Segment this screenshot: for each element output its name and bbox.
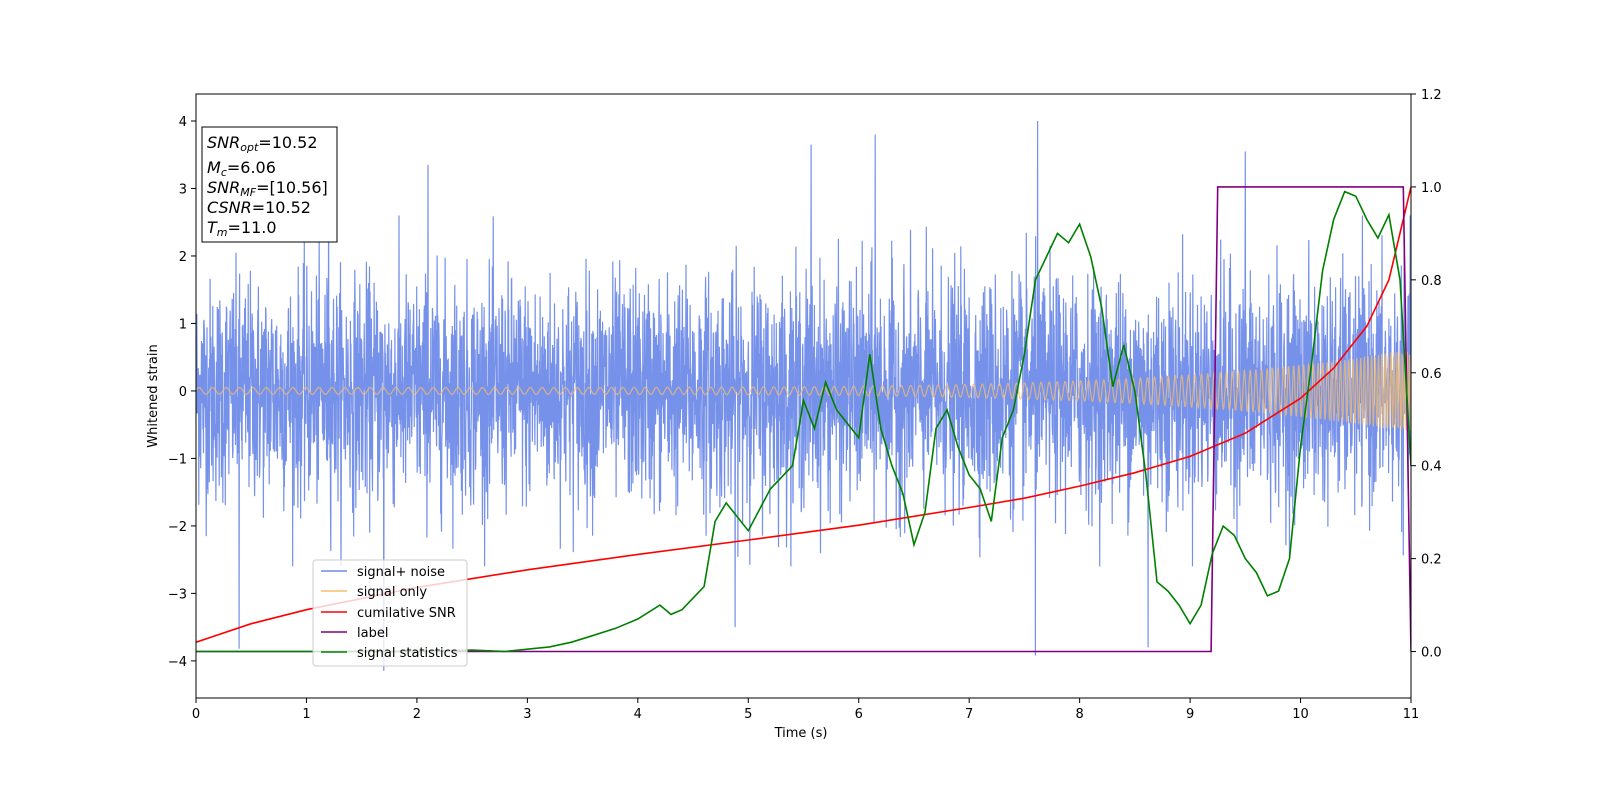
y2-tick-label: 0.8	[1421, 274, 1442, 289]
info-box: SNRopt=10.52 Mc=6.06 SNRMF=[10.56] CSNR=…	[201, 126, 338, 243]
y-axis-left: −4 −3 −2 −1 0 1 2 3 4	[168, 115, 196, 670]
x-tick-label: 2	[413, 707, 421, 722]
x-tick-label: 9	[1186, 707, 1194, 722]
y2-tick-label: 0.4	[1421, 460, 1442, 475]
legend-label-signal-only: signal only	[357, 585, 427, 600]
y-tick-label: −4	[168, 655, 187, 670]
y-tick-label: 4	[179, 115, 187, 130]
x-tick-label: 10	[1292, 707, 1309, 722]
legend: signal+ noise signal only cumilative SNR…	[312, 559, 468, 667]
series-signal-noise	[196, 120, 1411, 672]
info-tm: Tm=11.0	[207, 218, 277, 239]
info-snr-opt: SNRopt=10.52	[207, 133, 318, 154]
x-tick-label: 1	[302, 707, 310, 722]
y-tick-label: −2	[168, 520, 187, 535]
plot-frame	[195, 93, 1412, 699]
legend-label-signal-noise: signal+ noise	[357, 565, 445, 580]
y-tick-label: 1	[179, 317, 187, 332]
series-signal-only	[196, 351, 1411, 431]
y2-tick-label: 1.2	[1421, 88, 1442, 103]
series-label	[196, 186, 1411, 653]
x-tick-label: 5	[744, 707, 752, 722]
legend-label-signal-statistics: signal statistics	[357, 646, 458, 661]
info-mc: Mc=6.06	[207, 158, 276, 179]
x-tick-label: 0	[192, 707, 200, 722]
x-tick-label: 3	[523, 707, 531, 722]
x-tick-label: 8	[1075, 707, 1083, 722]
series-signal-statistics	[196, 190, 1411, 653]
y-axis-label: Whitened strain	[146, 344, 161, 447]
x-tick-label: 7	[965, 707, 973, 722]
y2-tick-label: 1.0	[1421, 181, 1442, 196]
info-snr-mf: SNRMF=[10.56]	[207, 178, 328, 199]
legend-label-cumulative-snr: cumilative SNR	[357, 606, 456, 621]
x-axis: 0 1 2 3 4 5 6 7 8 9 10 11	[192, 698, 1419, 722]
y-tick-label: 2	[179, 250, 187, 265]
y-axis-right: 0.0 0.2 0.4 0.6 0.8 1.0 1.2	[1411, 88, 1442, 661]
info-csnr: CSNR=10.52	[207, 198, 311, 217]
y-tick-label: −3	[168, 587, 187, 602]
x-tick-label: 4	[634, 707, 642, 722]
legend-frame	[312, 559, 468, 667]
y2-tick-label: 0.6	[1421, 367, 1442, 382]
y2-tick-label: 0.2	[1421, 553, 1442, 568]
y-tick-label: 3	[179, 182, 187, 197]
x-axis-label: Time (s)	[774, 726, 828, 741]
y2-tick-label: 0.0	[1421, 646, 1442, 661]
x-tick-label: 6	[855, 707, 863, 722]
x-tick-label: 11	[1403, 707, 1420, 722]
legend-label-label: label	[357, 626, 388, 641]
info-box-frame	[201, 126, 338, 243]
y-tick-label: −1	[168, 452, 187, 467]
y-tick-label: 0	[179, 385, 187, 400]
